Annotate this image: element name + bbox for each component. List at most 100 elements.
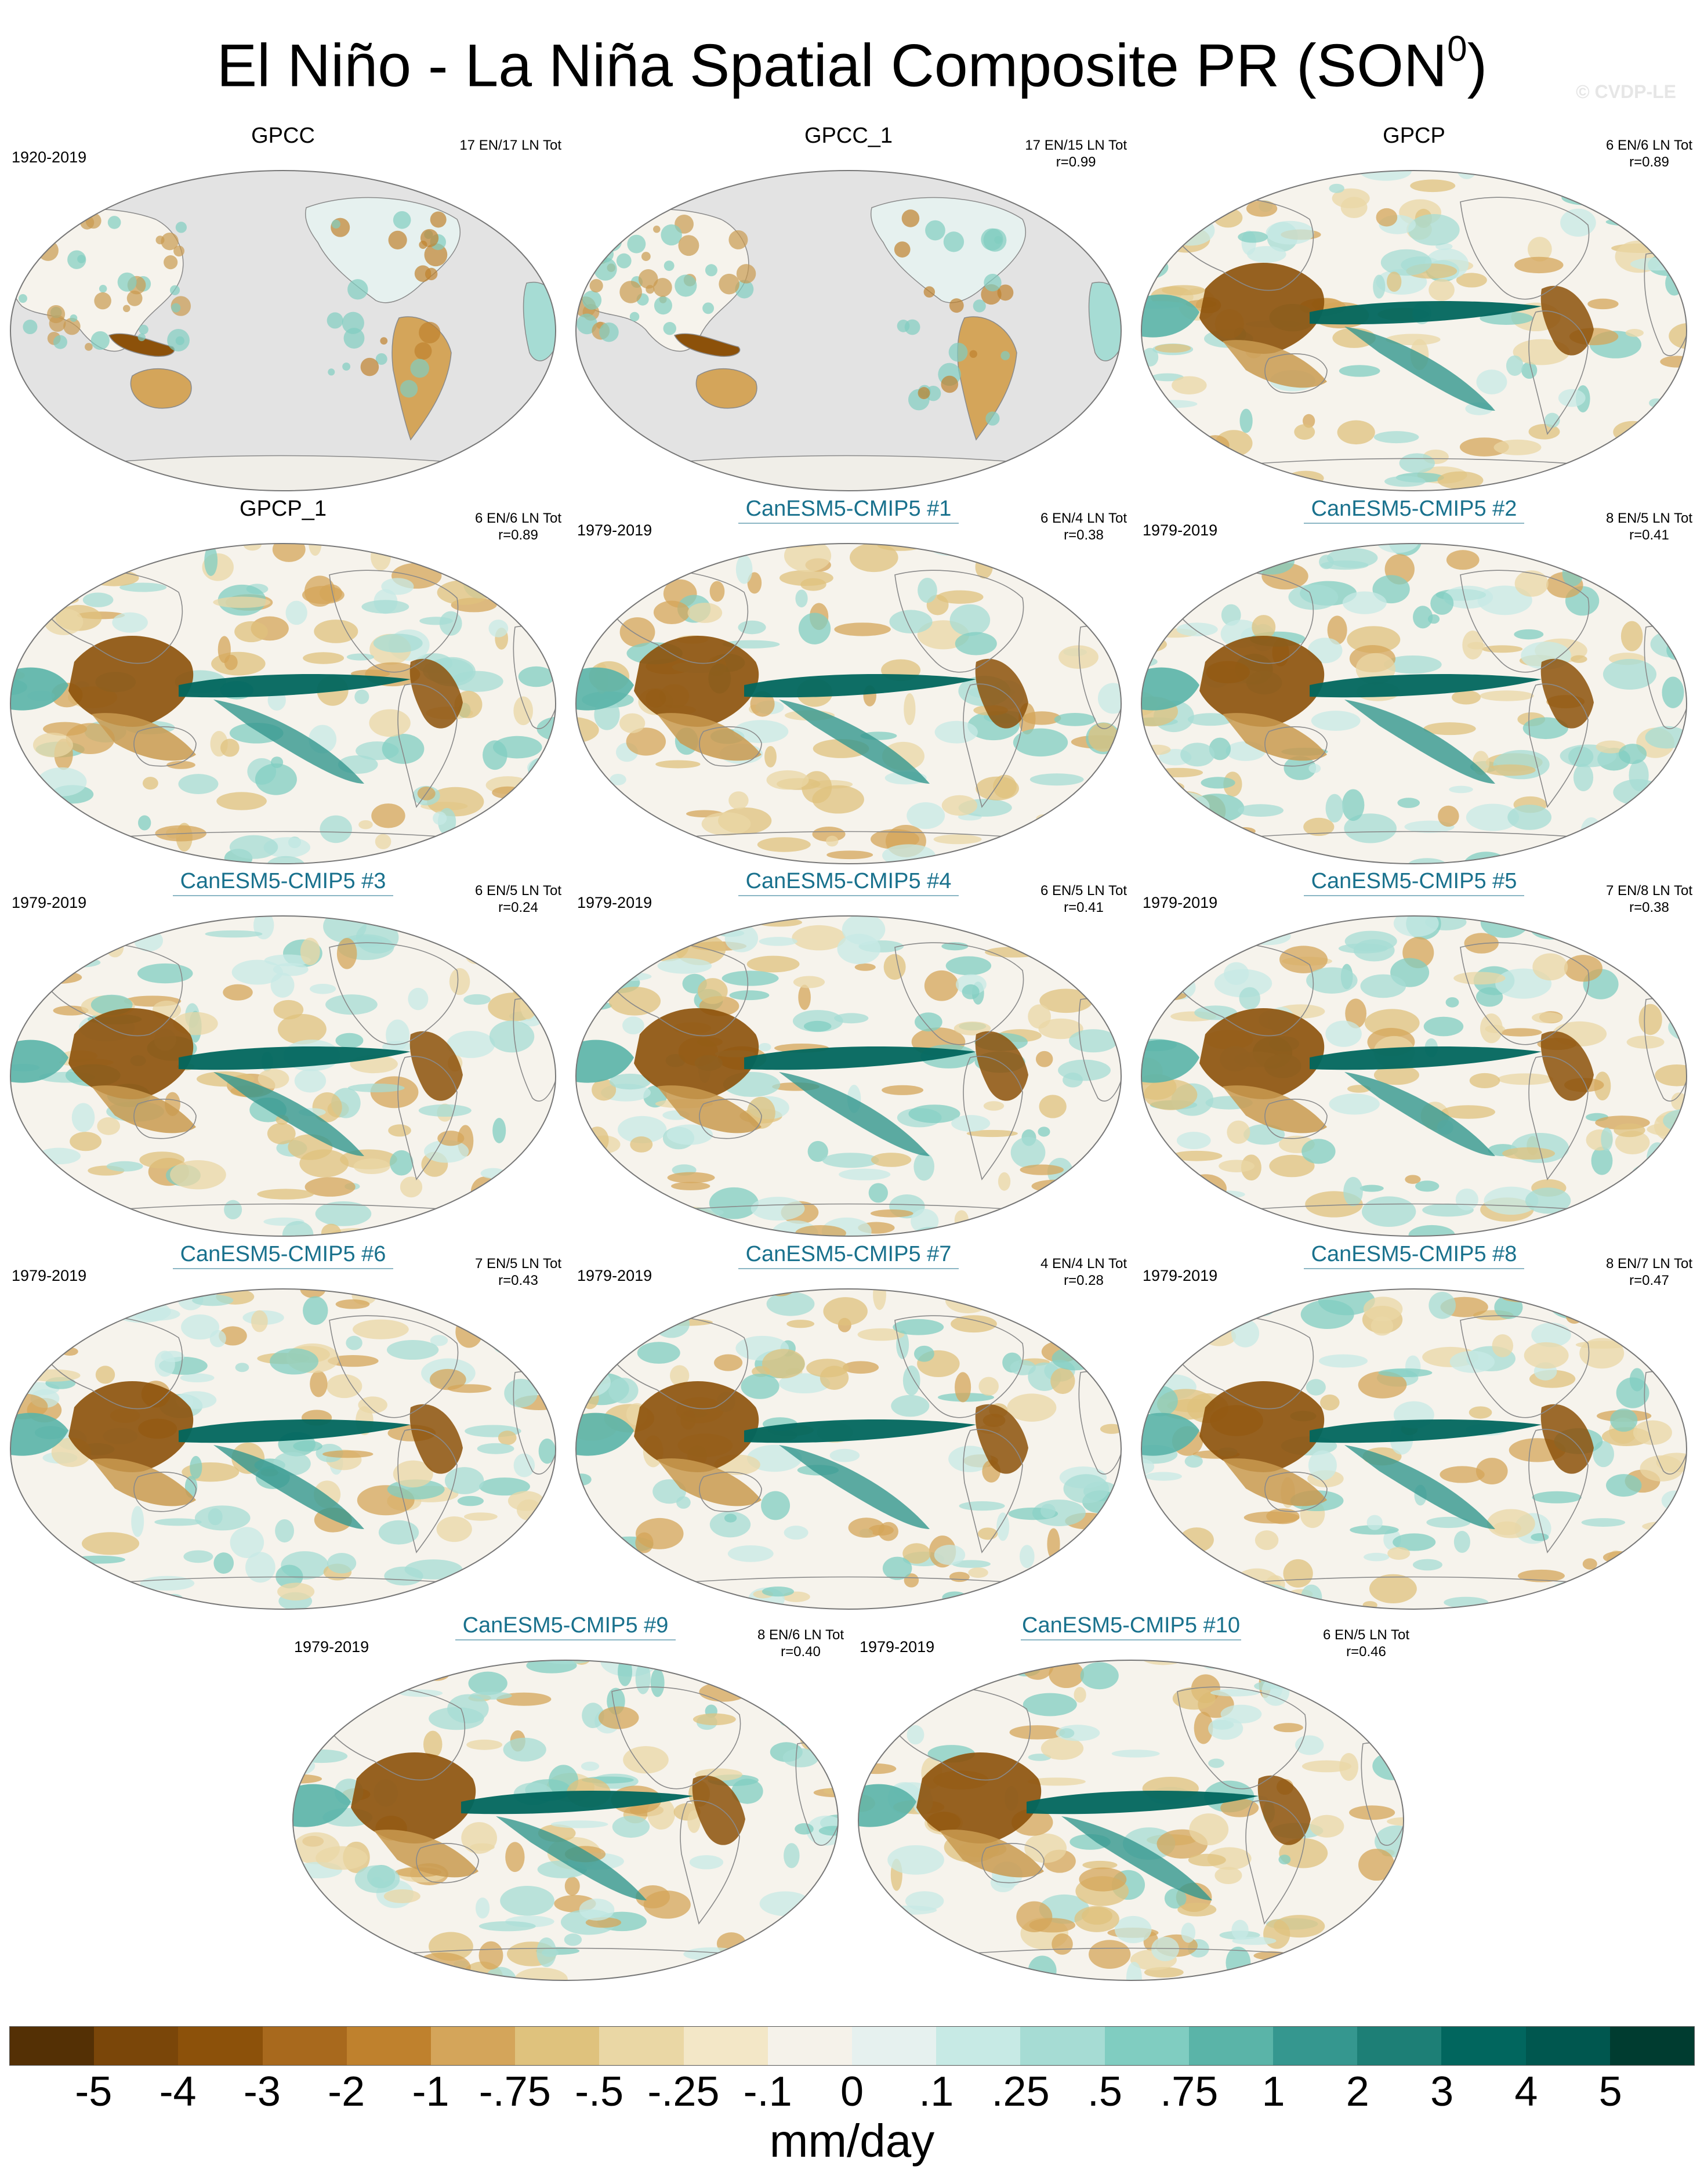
colorbar-tick-label: .5 — [1087, 2069, 1122, 2115]
precip-anomaly-blob — [353, 1158, 390, 1175]
precip-anomaly-blob — [1605, 929, 1624, 957]
precip-anomaly-blob — [626, 727, 666, 756]
precip-anomaly-blob — [725, 1660, 762, 1669]
precip-anomaly-blob — [95, 1366, 115, 1384]
precip-anomaly-blob — [146, 1223, 191, 1236]
precip-anomaly-blob — [973, 299, 986, 313]
colorbar-segment — [1441, 2027, 1526, 2065]
precip-anomaly-blob — [169, 285, 180, 295]
precip-anomaly-blob — [294, 1069, 327, 1093]
precip-anomaly-blob — [23, 803, 38, 829]
precip-anomaly-blob — [1383, 655, 1442, 674]
maritime-continent-dry-anomaly — [1199, 636, 1325, 727]
precip-anomaly-blob — [528, 757, 556, 787]
colorbar-tick-label: 0 — [840, 2069, 864, 2115]
precip-anomaly-blob — [258, 1069, 289, 1089]
precip-anomaly-blob — [1199, 1297, 1257, 1308]
north-america-coastline — [894, 942, 1024, 1045]
precip-anomaly-blob — [1210, 1689, 1260, 1697]
precip-anomaly-blob — [1094, 1201, 1121, 1217]
precip-anomaly-blob — [1219, 1160, 1255, 1172]
precip-anomaly-blob — [1662, 676, 1684, 708]
precip-anomaly-blob — [576, 717, 599, 743]
precip-anomaly-blob — [384, 1566, 423, 1586]
precip-anomaly-blob — [1188, 824, 1219, 856]
precip-anomaly-blob — [137, 815, 151, 831]
precip-anomaly-blob — [475, 1897, 490, 1919]
precip-anomaly-blob — [360, 357, 379, 376]
precip-anomaly-blob — [1405, 1175, 1421, 1184]
precip-anomaly-blob — [1387, 271, 1402, 292]
precip-anomaly-blob — [1325, 794, 1344, 823]
precip-anomaly-blob — [894, 1915, 916, 1929]
precip-anomaly-blob — [1193, 171, 1245, 194]
precip-anomaly-blob — [1214, 1867, 1242, 1884]
colorbar-tick-label: -5 — [75, 2069, 113, 2115]
precip-anomaly-blob — [1073, 1596, 1108, 1609]
precip-anomaly-blob — [1630, 258, 1684, 271]
precip-anomaly-blob — [513, 1194, 556, 1212]
precip-anomaly-blob — [968, 1225, 982, 1236]
map-boundary — [1141, 1288, 1687, 1610]
precip-anomaly-blob — [1466, 803, 1520, 831]
precip-anomaly-blob — [1605, 218, 1654, 226]
precip-anomaly-blob — [600, 946, 638, 954]
panel-period: 1920-2019 — [12, 149, 87, 166]
precip-anomaly-blob — [371, 544, 391, 571]
precip-anomaly-blob — [470, 1176, 499, 1208]
map-panel: CanESM5-CMIP5 #3 1979-2019 6 EN/5 LN Tot r=… — [5, 868, 561, 1240]
robinson-map — [575, 915, 1122, 1237]
precip-anomaly-blob — [581, 544, 614, 566]
precip-anomaly-blob — [418, 1104, 472, 1117]
precip-anomaly-blob — [1247, 246, 1286, 263]
precip-anomaly-blob — [755, 1962, 771, 1980]
precip-anomaly-blob — [1359, 1185, 1384, 1192]
precip-anomaly-blob — [1284, 756, 1317, 780]
precip-anomaly-blob — [583, 966, 638, 978]
precip-anomaly-blob — [1007, 1393, 1057, 1422]
precip-anomaly-blob — [941, 942, 969, 951]
colorbar-segment — [94, 2027, 179, 2065]
precip-anomaly-blob — [1556, 1291, 1588, 1305]
precip-anomaly-blob — [701, 812, 751, 836]
precip-anomaly-blob — [1010, 1360, 1036, 1375]
precip-anomaly-blob — [465, 947, 487, 964]
precip-anomaly-blob — [320, 815, 352, 843]
precip-anomaly-blob — [1449, 785, 1473, 794]
precip-anomaly-blob — [1143, 744, 1171, 755]
precip-anomaly-blob — [985, 544, 1037, 553]
precip-anomaly-blob — [1097, 683, 1121, 714]
panel-event-counts: 4 EN/4 LN Tot — [1040, 1256, 1127, 1272]
precip-anomaly-blob — [1310, 1814, 1344, 1838]
precip-anomaly-blob — [1142, 347, 1159, 367]
precip-anomaly-blob — [119, 582, 167, 592]
equatorial-pacific-wet-anomaly — [1310, 300, 1542, 325]
precip-anomaly-blob — [220, 738, 240, 757]
precip-anomaly-blob — [53, 1005, 89, 1016]
precip-anomaly-blob — [99, 1586, 130, 1609]
precip-anomaly-blob — [1345, 998, 1367, 1028]
precip-anomaly-blob — [1380, 249, 1432, 276]
colorbar-tick-label: -1 — [412, 2069, 449, 2115]
precip-anomaly-blob — [371, 803, 405, 828]
precip-anomaly-blob — [447, 1694, 489, 1723]
panel-pattern-correlation: r=0.24 — [498, 900, 538, 915]
precip-anomaly-blob — [586, 1127, 609, 1154]
precip-anomaly-blob — [1063, 1474, 1110, 1504]
precip-anomaly-blob — [331, 219, 340, 229]
panel-title: CanESM5-CMIP5 #10 — [853, 1613, 1409, 1640]
equatorial-pacific-wet-anomaly — [461, 1790, 693, 1814]
colorbar-segment — [1188, 2027, 1274, 2065]
precip-anomaly-blob — [1628, 928, 1681, 958]
precip-anomaly-blob — [410, 358, 429, 378]
precip-anomaly-blob — [1601, 1127, 1613, 1151]
precip-anomaly-blob — [1232, 1936, 1277, 1945]
precip-anomaly-blob — [309, 544, 322, 556]
precip-anomaly-blob — [180, 1373, 215, 1382]
precip-anomaly-blob — [378, 1520, 419, 1545]
precip-anomaly-blob — [637, 1211, 652, 1225]
precip-anomaly-blob — [1329, 1093, 1380, 1115]
precip-anomaly-blob — [1630, 215, 1652, 224]
precip-anomaly-blob — [1408, 213, 1460, 246]
precip-anomaly-blob — [1019, 1545, 1035, 1569]
